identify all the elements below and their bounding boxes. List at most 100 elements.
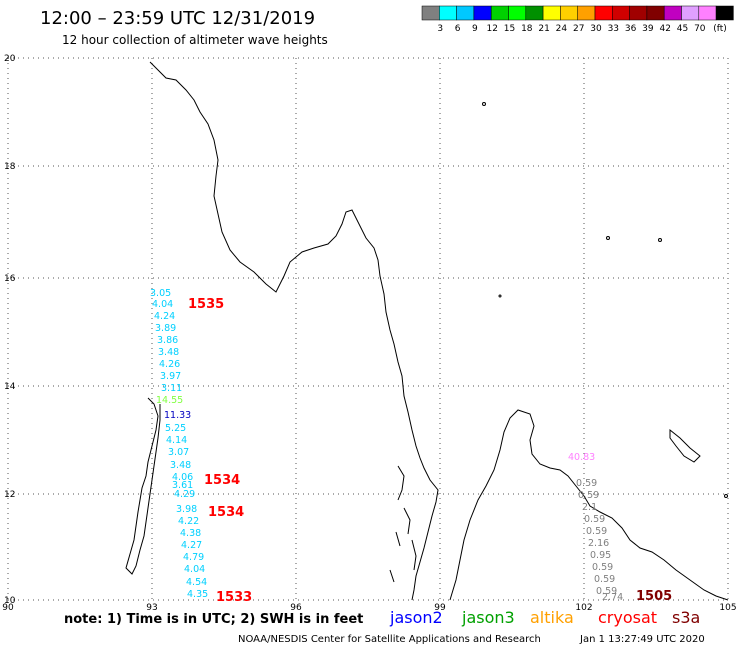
wave-height-label: 4.29 — [174, 489, 195, 500]
pass-times: 1535 1534 1534 1533 1505 — [188, 297, 672, 605]
lon-label: 102 — [575, 603, 592, 613]
scale-swatch — [577, 5, 596, 21]
wave-height-label: 3.11 — [161, 383, 182, 394]
scale-swatch — [525, 5, 544, 21]
pass-time-label: 1534 — [208, 505, 244, 520]
lon-label: 105 — [719, 603, 736, 613]
wave-height-label: 4.04 — [184, 564, 205, 575]
scale-label: 30 — [590, 24, 602, 34]
wave-height-label: 14.55 — [156, 395, 183, 406]
scale-label: 3 — [437, 24, 443, 34]
scale-label: 24 — [556, 24, 568, 34]
scale-label: 39 — [642, 24, 654, 34]
scale-label: 33 — [608, 24, 619, 34]
pass-time-label: 1534 — [204, 473, 240, 488]
wave-height-label: 4.38 — [180, 528, 201, 539]
wave-height-label: 4.06 — [172, 472, 193, 483]
color-scale-legend: 3 6 9 12 15 18 21 24 27 30 33 36 39 42 45 70 (ft) — [421, 5, 734, 34]
units-note: note: 1) Time is in UTC; 2) SWH is in fe… — [64, 612, 364, 627]
scale-swatch — [681, 5, 700, 21]
wave-height-label: 0.59 — [594, 574, 615, 585]
mergui-islands — [389, 465, 417, 583]
coastline-mainland — [149, 61, 439, 601]
scale-unit: (ft) — [713, 24, 727, 34]
wave-height-label: 3.89 — [155, 323, 176, 334]
wave-height-label: 2.1 — [582, 502, 597, 513]
satellite-legend-altika: altika — [530, 608, 574, 627]
island-dot — [606, 236, 610, 240]
credit-footer: NOAA/NESDIS Center for Satellite Applica… — [238, 634, 541, 645]
scale-label: 6 — [455, 24, 461, 34]
lat-label: 16 — [4, 274, 16, 284]
scale-label: 70 — [694, 24, 706, 34]
wave-height-label: 3.86 — [157, 335, 178, 346]
scale-label: 15 — [504, 24, 515, 34]
wave-height-label: 0.95 — [590, 550, 611, 561]
wave-height-label: 4.24 — [154, 311, 175, 322]
wave-height-label: 3.48 — [158, 347, 179, 358]
axis-labels: 90 93 96 99 102 105 20 18 16 14 12 10 — [2, 54, 736, 613]
satellite-legend-s3a: s3a — [672, 608, 701, 627]
wave-height-label: 4.22 — [178, 516, 199, 527]
wave-height-label: 4.27 — [181, 540, 202, 551]
wave-height-label: 40.83 — [568, 452, 595, 463]
scale-label: 36 — [625, 24, 637, 34]
lat-lon-grid — [7, 57, 729, 601]
scale-swatch — [439, 5, 457, 21]
wave-height-label: 4.79 — [183, 552, 204, 563]
wave-height-label: 0.59 — [586, 526, 607, 537]
scale-label: 12 — [486, 24, 497, 34]
island-dot — [658, 238, 662, 242]
scale-swatch — [421, 5, 440, 21]
wave-height-label: 4.35 — [187, 589, 208, 600]
scale-label: 45 — [677, 24, 688, 34]
scale-swatch — [473, 5, 492, 21]
wave-height-label: 3.98 — [176, 504, 197, 515]
lat-label: 20 — [4, 54, 16, 64]
andaman-islands — [125, 397, 161, 575]
scale-swatch — [663, 5, 682, 21]
wave-height-label: 2.16 — [588, 538, 609, 549]
lon-label: 99 — [434, 603, 446, 613]
wave-height-label: 4.26 — [159, 359, 180, 370]
wave-height-label: 3.61 — [172, 480, 193, 491]
wave-height-label: 3.07 — [168, 447, 189, 458]
map-subtitle: 12 hour collection of altimeter wave hei… — [62, 33, 328, 47]
wave-height-label: 0.59 — [596, 586, 617, 597]
satellite-tracks: 3.05 4.04 4.243.893.863.484.263.973.1114.5… — [150, 288, 623, 603]
scale-swatch — [508, 5, 527, 21]
scale-swatch — [612, 5, 630, 21]
lat-label: 18 — [4, 162, 16, 172]
coastline — [125, 61, 729, 601]
wave-height-label: 4.54 — [186, 577, 207, 588]
scale-label: 9 — [472, 24, 478, 34]
wave-height-label: 0.59 — [576, 478, 597, 489]
island-dot — [724, 494, 728, 498]
lat-label: 14 — [4, 382, 16, 392]
satellite-legend-jason2: jason2 — [390, 608, 443, 627]
scale-label: 27 — [573, 24, 584, 34]
pass-time-label: 1505 — [636, 589, 672, 604]
wave-height-label: 3.05 — [150, 288, 171, 299]
wave-height-label: 0.59 — [592, 562, 613, 573]
wave-height-label: 2.74 — [602, 592, 623, 603]
scale-swatch — [456, 5, 475, 21]
scale-swatch — [698, 5, 717, 21]
scale-label: 42 — [659, 24, 670, 34]
wave-height-label: 0.59 — [578, 490, 599, 501]
scale-swatch — [629, 5, 648, 21]
island-dot — [498, 294, 502, 298]
lat-label: 10 — [4, 596, 16, 606]
scale-label: 18 — [521, 24, 533, 34]
scale-swatch — [646, 5, 665, 21]
pass-time-label: 1535 — [188, 297, 224, 312]
lat-label: 12 — [4, 490, 15, 500]
scale-swatch — [542, 5, 561, 21]
lon-label: 96 — [290, 603, 302, 613]
wave-height-label: 3.97 — [160, 371, 181, 382]
map-title: 12:00 – 23:59 UTC 12/31/2019 — [40, 8, 316, 29]
wave-height-label: 5.25 — [165, 423, 186, 434]
satellite-legend-jason3: jason3 — [462, 608, 515, 627]
wave-height-label: 0.59 — [584, 514, 605, 525]
